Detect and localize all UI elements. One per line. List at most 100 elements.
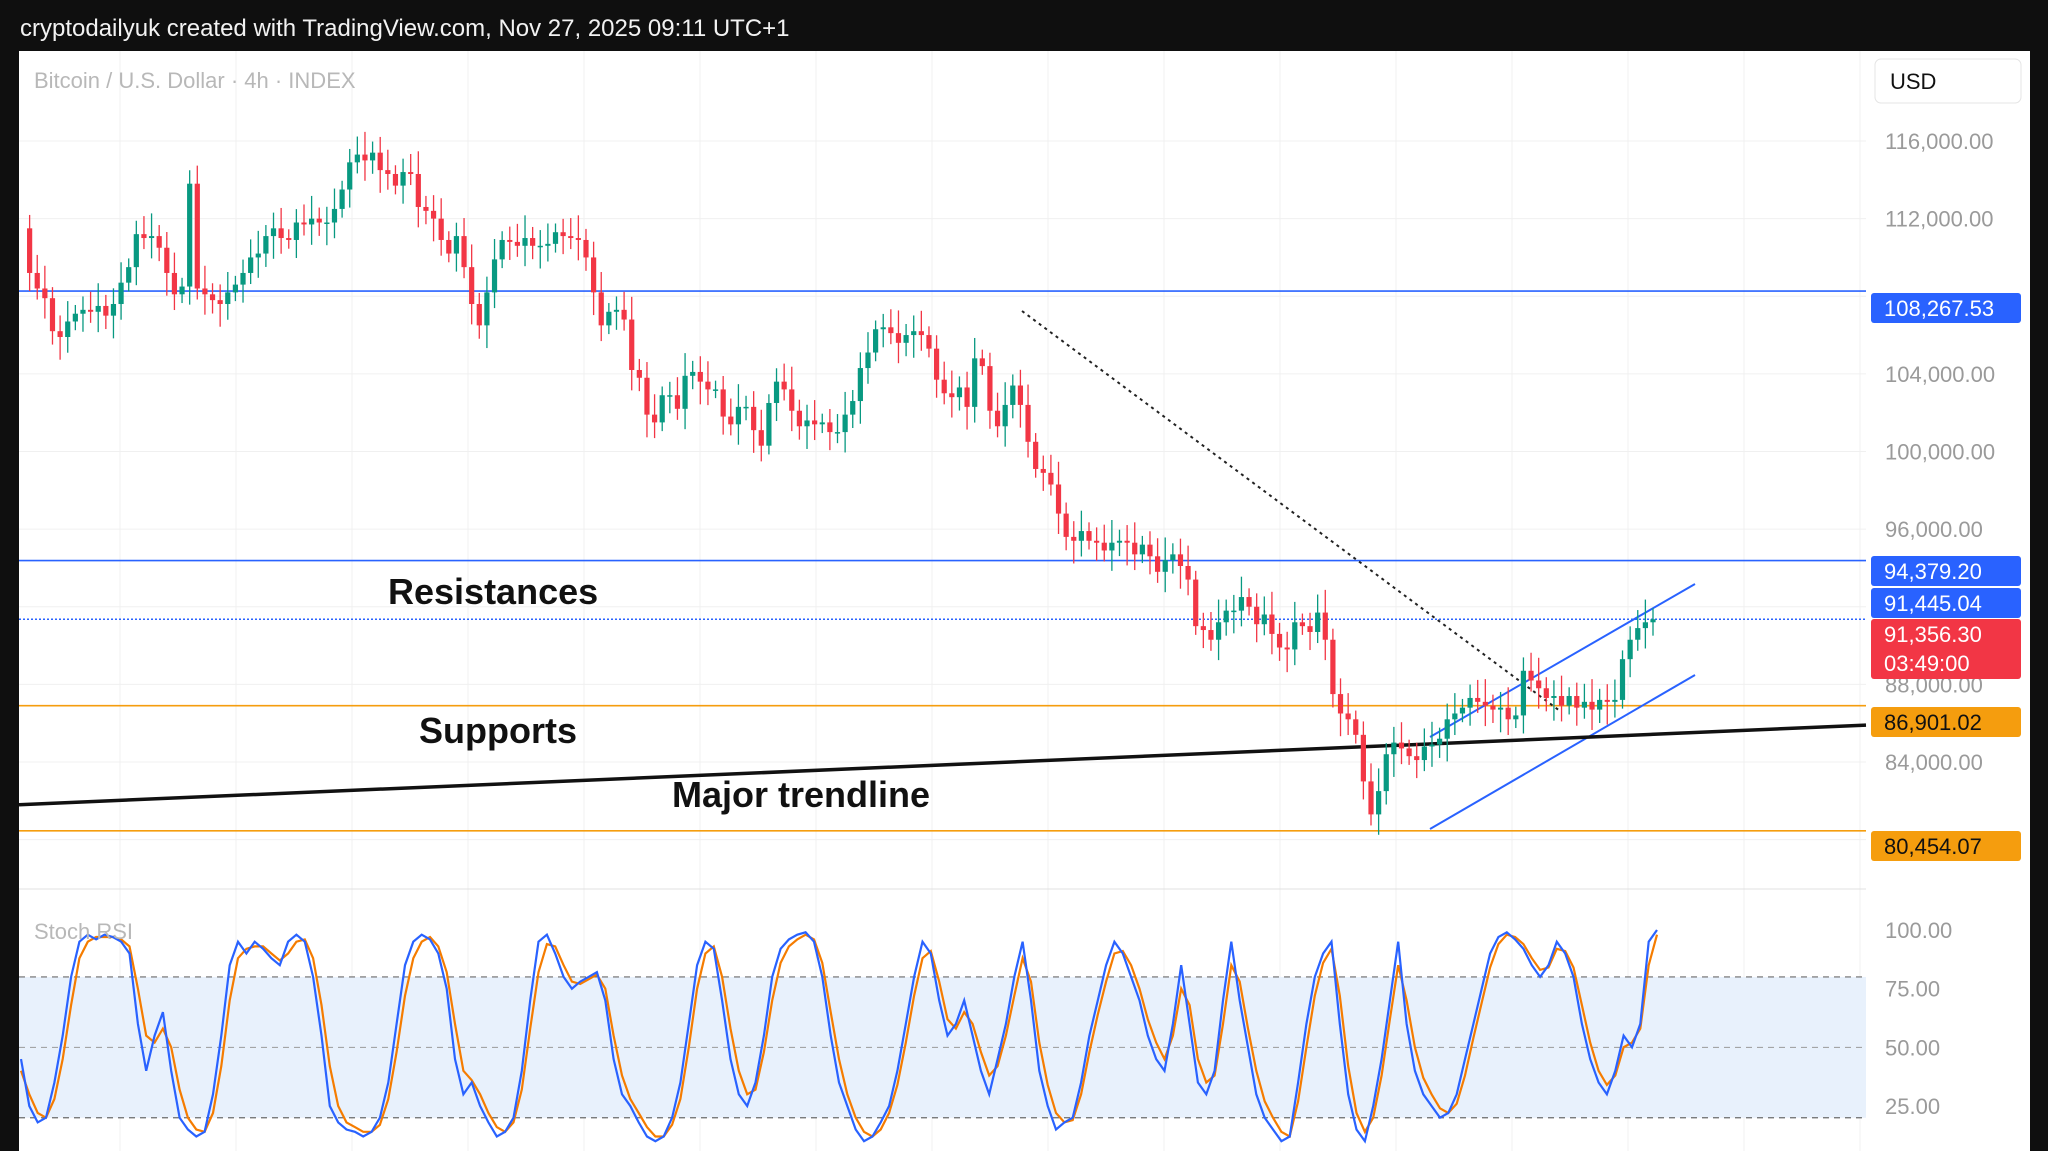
candle-body	[1132, 542, 1138, 555]
candle-body	[324, 222, 330, 225]
candle-body	[1033, 441, 1039, 469]
candle-body	[1345, 713, 1351, 720]
candle-body	[240, 272, 246, 285]
candle-body	[1231, 610, 1237, 613]
candle-body	[1589, 701, 1595, 710]
price-tag: 86,901.02	[1871, 707, 2021, 737]
candle-body	[1086, 531, 1092, 541]
candle-body	[1055, 484, 1062, 514]
candle-body	[781, 381, 787, 390]
candle-body	[819, 422, 825, 425]
candle-body	[400, 172, 406, 186]
price-tag: 91,356.30 03:49:00	[1871, 619, 2021, 679]
candle-body	[1360, 734, 1366, 782]
candle-body	[1094, 540, 1100, 543]
candle-body	[804, 420, 810, 427]
candle-body	[1040, 468, 1046, 473]
candle-body	[347, 162, 353, 190]
candle-body	[1383, 754, 1389, 792]
currency-button-bg[interactable]	[1874, 58, 2022, 104]
candle-body	[1391, 742, 1397, 755]
candle-body	[682, 375, 688, 409]
candle-body	[1421, 746, 1427, 761]
candle-body	[278, 228, 284, 239]
candle-body	[1299, 622, 1306, 627]
price-tag: 108,267.53	[1871, 293, 2021, 323]
stoch-d-line	[19, 933, 1659, 1139]
stoch-tick-label: 75.00	[1885, 977, 1940, 1002]
candle-body	[377, 152, 383, 171]
candle-body	[1558, 696, 1565, 706]
candle-body	[1109, 542, 1115, 551]
candle-body	[408, 172, 414, 174]
candle-body	[423, 206, 429, 211]
candle-body	[1261, 614, 1267, 625]
candle-body	[941, 379, 947, 394]
candle-body	[499, 239, 505, 260]
candle-body	[598, 292, 604, 326]
price-tag-label: 94,379.20	[1884, 559, 1982, 584]
resistances-label: Resistances	[388, 571, 598, 612]
candle-body	[354, 154, 360, 163]
candle-body	[1505, 707, 1511, 720]
candle-body	[1368, 781, 1374, 815]
candle-body	[1627, 639, 1633, 660]
candle-body	[1429, 744, 1435, 747]
candle-body	[697, 371, 703, 382]
candle-body	[491, 259, 498, 293]
candle-body	[1619, 659, 1626, 700]
candle-body	[994, 410, 1001, 427]
candle-body	[705, 381, 711, 390]
candle-body	[194, 183, 200, 289]
candle-body	[987, 366, 993, 411]
trading-chart[interactable]: 116,000.00 112,000.00 104,000.00 100,000.00…	[0, 51, 2048, 1151]
candle-body	[65, 321, 71, 338]
candle-body	[545, 243, 551, 246]
candle-body	[339, 189, 345, 209]
price-axis: 116,000.00 112,000.00 104,000.00 100,000.00…	[1885, 129, 1995, 1119]
countdown-label: 03:49:00	[1884, 651, 1970, 676]
price-tick-label: 104,000.00	[1885, 362, 1995, 387]
price-grid	[19, 51, 1866, 1151]
candle-body	[766, 402, 772, 446]
candle-body	[1414, 756, 1420, 761]
candle-body	[659, 395, 665, 423]
candle-body	[712, 389, 719, 391]
candle-body	[1467, 697, 1473, 708]
price-tick-label: 96,000.00	[1885, 517, 1983, 542]
candle-body	[1101, 542, 1107, 551]
candle-body	[1292, 622, 1298, 650]
candle-body	[895, 333, 902, 343]
candle-body	[850, 401, 856, 415]
candle-body	[1284, 647, 1290, 650]
candle-body	[903, 335, 909, 343]
candle-body	[484, 292, 490, 326]
candle-body	[1536, 680, 1542, 689]
candle-body	[827, 422, 833, 433]
candle-body	[651, 414, 658, 423]
currency-button[interactable]: USD	[1890, 69, 1936, 94]
candle-body	[1543, 688, 1549, 698]
price-tick-label: 100,000.00	[1885, 440, 1995, 465]
candle-body	[568, 236, 574, 239]
candle-body	[606, 311, 612, 326]
candle-body	[126, 267, 132, 283]
candle-body	[865, 352, 871, 369]
candle-body	[834, 432, 841, 434]
candle-body	[522, 238, 528, 246]
candle-body	[1330, 639, 1336, 695]
candle-body	[1604, 699, 1610, 702]
candle-body	[979, 358, 985, 367]
chart-background	[0, 51, 2048, 1151]
candle-body	[164, 247, 170, 273]
candle-body	[644, 377, 650, 415]
candle-body	[446, 239, 452, 254]
candle-body	[812, 420, 818, 425]
supports-label: Supports	[419, 710, 577, 751]
candle-body	[392, 173, 399, 186]
candle-body	[1002, 404, 1008, 427]
candle-body	[1193, 579, 1199, 627]
candle-body	[232, 284, 239, 293]
price-tag: 94,379.20	[1871, 556, 2021, 586]
candle-body	[1246, 597, 1252, 607]
